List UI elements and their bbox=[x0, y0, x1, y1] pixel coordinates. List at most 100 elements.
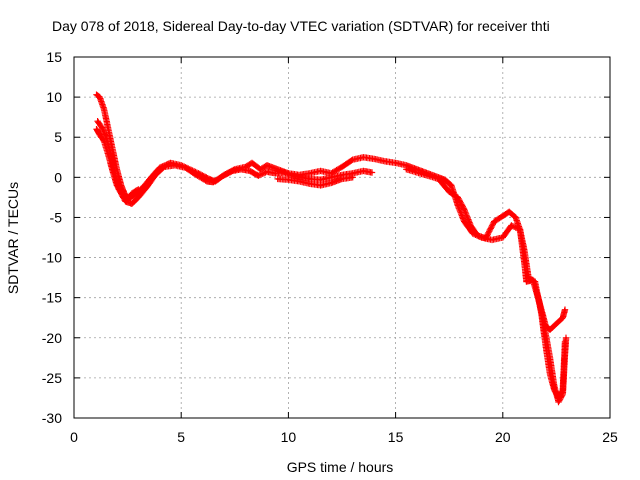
data-point bbox=[330, 181, 333, 185]
x-tick-label: 10 bbox=[281, 429, 297, 445]
data-point bbox=[248, 169, 251, 173]
data-point bbox=[508, 210, 511, 213]
data-point bbox=[514, 216, 517, 219]
data-point bbox=[195, 173, 198, 177]
data-point bbox=[405, 164, 408, 167]
series-track-c bbox=[93, 126, 570, 406]
data-point bbox=[105, 136, 108, 139]
data-point bbox=[448, 190, 451, 193]
data-point bbox=[557, 320, 560, 323]
data-point bbox=[553, 324, 556, 327]
data-point bbox=[96, 120, 99, 123]
data-layer bbox=[93, 91, 570, 406]
data-point bbox=[319, 178, 322, 181]
data-point bbox=[544, 324, 547, 327]
data-point bbox=[276, 168, 279, 171]
y-tick-label: -30 bbox=[42, 410, 62, 426]
data-point bbox=[276, 177, 279, 181]
data-point bbox=[525, 280, 528, 283]
y-tick-label: 0 bbox=[54, 169, 62, 185]
data-point bbox=[557, 400, 560, 404]
data-point bbox=[102, 140, 106, 143]
data-point bbox=[319, 169, 322, 173]
data-point bbox=[362, 169, 365, 173]
data-point bbox=[484, 237, 487, 240]
data-point bbox=[283, 171, 286, 174]
data-point bbox=[259, 168, 262, 171]
data-point bbox=[308, 177, 311, 181]
data-point bbox=[274, 172, 277, 175]
data-point bbox=[450, 184, 453, 187]
y-tick-label: -20 bbox=[42, 330, 62, 346]
data-point bbox=[298, 180, 301, 183]
data-point bbox=[405, 168, 408, 171]
data-point bbox=[122, 196, 125, 199]
data-point bbox=[231, 169, 234, 173]
series-track-a bbox=[93, 91, 569, 402]
y-tick-label: -5 bbox=[50, 209, 63, 225]
y-tick-label: -10 bbox=[42, 250, 62, 266]
x-tick-label: 25 bbox=[602, 429, 618, 445]
data-point bbox=[205, 180, 209, 183]
data-point bbox=[330, 176, 333, 179]
data-point bbox=[564, 336, 568, 339]
data-point bbox=[383, 160, 386, 163]
data-point bbox=[456, 196, 459, 199]
data-marker-path bbox=[533, 290, 569, 333]
y-axis-label: SDTVAR / TECUs bbox=[5, 182, 21, 294]
grid-layer bbox=[74, 57, 610, 418]
data-point bbox=[220, 175, 224, 178]
data-point bbox=[308, 182, 311, 185]
data-point bbox=[265, 170, 269, 173]
data-point bbox=[257, 174, 260, 177]
data-point bbox=[563, 352, 567, 355]
data-point bbox=[250, 161, 254, 164]
data-point bbox=[330, 172, 333, 175]
data-point bbox=[98, 96, 101, 99]
y-tick-label: 15 bbox=[46, 49, 62, 65]
chart-title: Day 078 of 2018, Sidereal Day-to-day VTE… bbox=[52, 18, 550, 34]
data-point bbox=[544, 332, 547, 335]
data-point bbox=[394, 161, 397, 164]
plot-frame bbox=[73, 56, 611, 419]
data-point bbox=[415, 171, 419, 174]
data-point bbox=[111, 169, 114, 173]
data-point bbox=[351, 172, 354, 175]
data-point bbox=[548, 356, 552, 359]
y-tick-label: 5 bbox=[54, 129, 62, 145]
data-point bbox=[501, 236, 504, 239]
data-point bbox=[102, 108, 106, 111]
data-point bbox=[548, 328, 552, 331]
data-point bbox=[240, 168, 243, 171]
data-point bbox=[463, 208, 466, 211]
data-point bbox=[561, 316, 564, 319]
data-point bbox=[137, 196, 140, 199]
data-point bbox=[351, 158, 354, 161]
data-point bbox=[98, 133, 101, 136]
data-point bbox=[126, 198, 129, 201]
data-point bbox=[130, 192, 133, 195]
data-point bbox=[137, 188, 140, 191]
data-point bbox=[287, 178, 290, 181]
data-point bbox=[463, 220, 466, 223]
data-point bbox=[493, 220, 496, 223]
data-point bbox=[184, 166, 187, 169]
axes-layer: 0 5 10 15 20 25 -30 -25 -20 -15 -10 -5 0 5 10 15 bbox=[42, 49, 618, 445]
data-point bbox=[351, 176, 354, 179]
data-point bbox=[145, 185, 148, 189]
data-point bbox=[319, 184, 322, 187]
data-point bbox=[443, 178, 447, 181]
data-point bbox=[426, 174, 429, 177]
data-point bbox=[173, 164, 176, 167]
data-point bbox=[523, 260, 526, 263]
data-point bbox=[100, 126, 103, 129]
y-tick-label: 10 bbox=[46, 89, 62, 105]
data-point bbox=[154, 173, 157, 177]
data-point bbox=[115, 184, 118, 187]
data-point bbox=[340, 173, 344, 177]
y-tick-label: -15 bbox=[42, 290, 62, 306]
data-point bbox=[95, 93, 98, 96]
data-point bbox=[300, 176, 303, 179]
